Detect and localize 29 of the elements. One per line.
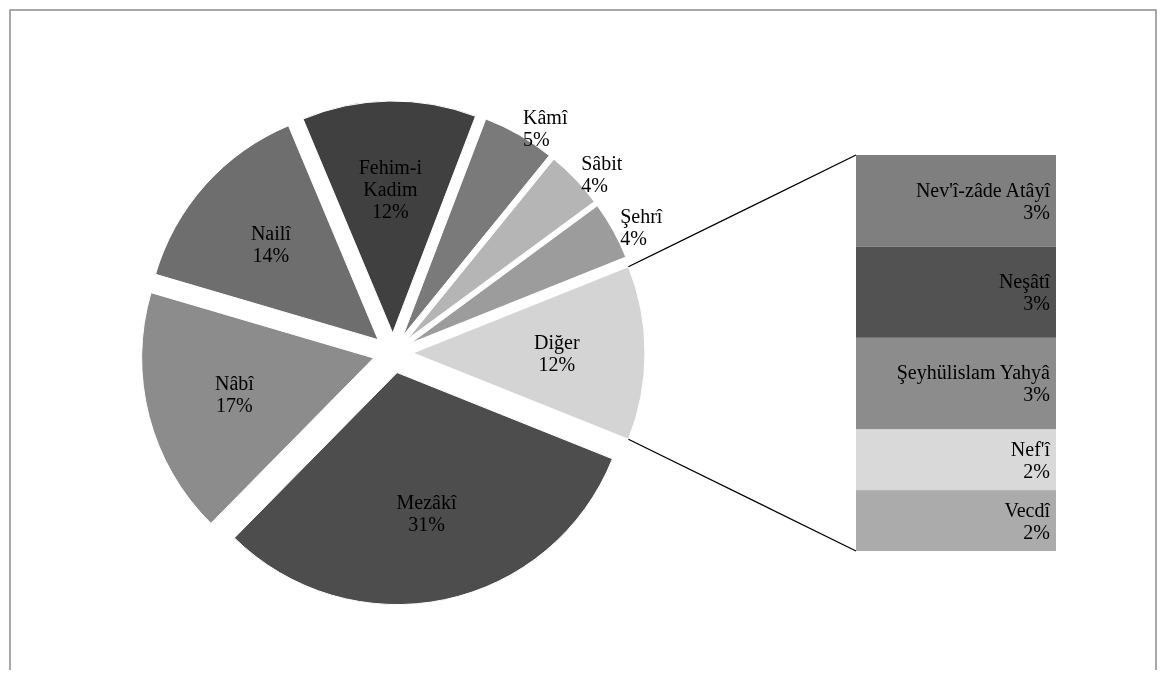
bar bbox=[856, 490, 1056, 551]
data-label: 2% bbox=[1023, 459, 1050, 482]
data-label: 4% bbox=[581, 173, 608, 196]
slice-label: Mezâkî bbox=[396, 491, 457, 514]
series-label: Neşâtî bbox=[998, 270, 1051, 294]
data-label: 31% bbox=[408, 513, 445, 536]
data-label: 3% bbox=[1023, 292, 1050, 315]
bar bbox=[856, 246, 1056, 338]
series-label: Şeyhülislam Yahyâ bbox=[896, 361, 1051, 385]
data-label: 12% bbox=[372, 200, 409, 223]
data-label: 14% bbox=[252, 243, 290, 266]
slice-label: Kâmî bbox=[523, 105, 568, 128]
data-label: 12% bbox=[538, 353, 576, 375]
series-label: Nev'î-zâde Atâyî bbox=[915, 178, 1051, 202]
slice-label: Fehim-i Kadim bbox=[358, 156, 423, 201]
bar bbox=[856, 429, 1056, 491]
series-label: Nef'î bbox=[1010, 437, 1051, 460]
data-label: 5% bbox=[523, 127, 550, 150]
series-label: Vecdî bbox=[1004, 498, 1051, 521]
bar bbox=[856, 337, 1056, 430]
slice-label: Diğer bbox=[534, 331, 580, 354]
data-label: 2% bbox=[1023, 520, 1050, 543]
data-label: 17% bbox=[216, 394, 253, 417]
data-label: 3% bbox=[1023, 383, 1050, 406]
slice-label: Nâbî bbox=[214, 372, 255, 395]
slice-label: Sâbit bbox=[581, 151, 623, 174]
slice-label: Nailî bbox=[250, 221, 292, 244]
bar bbox=[856, 155, 1056, 247]
slice-label: Şehrî bbox=[620, 204, 663, 228]
